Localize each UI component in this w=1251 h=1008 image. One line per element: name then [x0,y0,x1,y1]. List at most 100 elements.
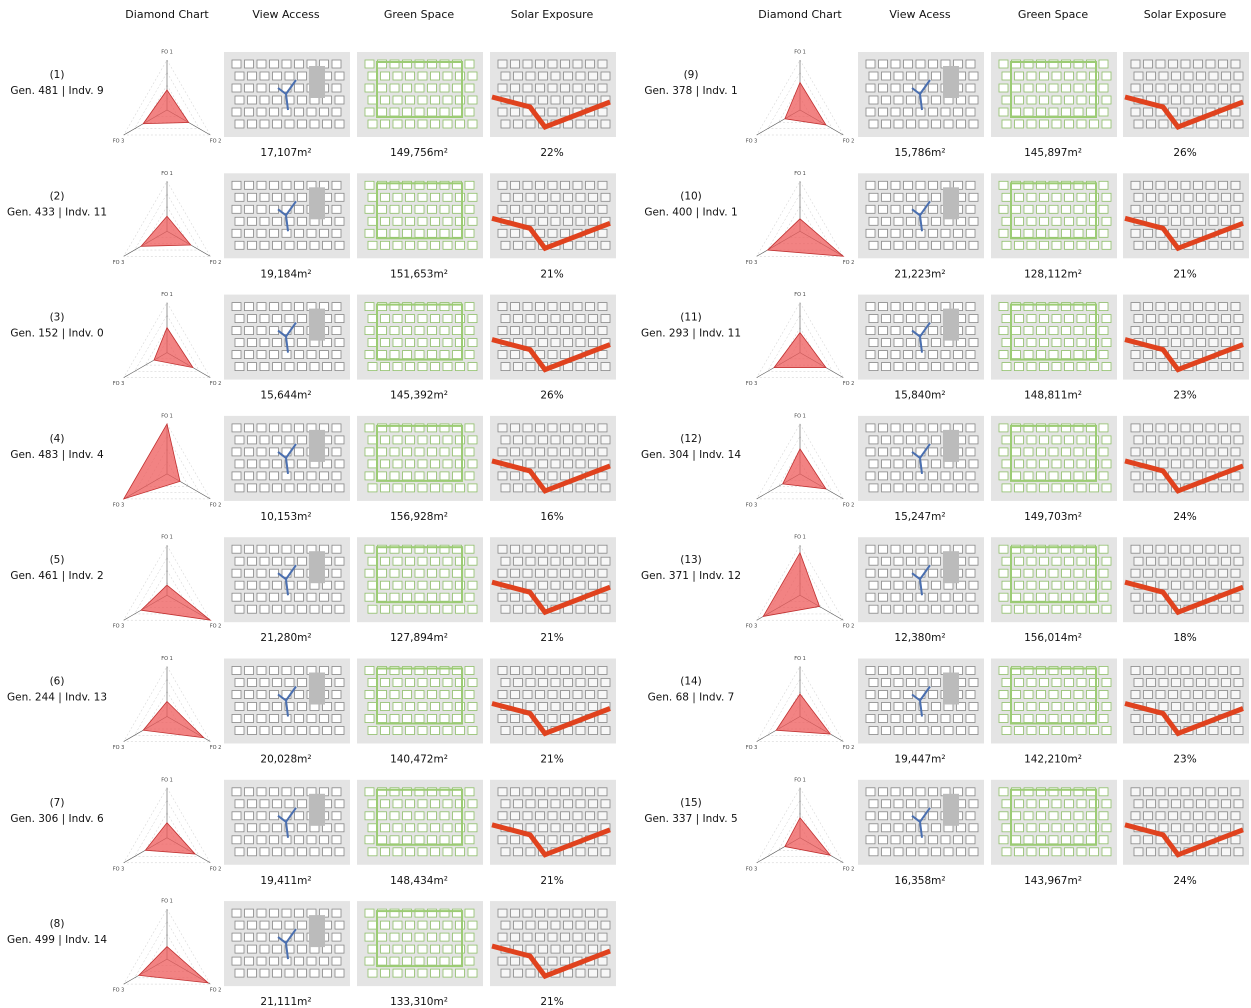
block [389,107,400,117]
block [392,847,403,857]
block [231,350,242,360]
view-lines [277,564,297,596]
block [1133,314,1144,324]
block [1039,435,1049,445]
block [928,544,938,554]
block [915,714,926,723]
block [231,787,242,797]
block [931,459,941,469]
block [878,228,888,238]
block [294,350,304,360]
block [878,787,888,797]
block [1011,811,1021,821]
block [1171,556,1181,566]
block [1205,326,1216,336]
block [467,216,478,226]
view-lines [911,807,931,838]
block [510,326,520,336]
block [392,95,403,105]
block [965,59,976,69]
block [1218,326,1228,336]
block [427,350,437,360]
block [414,592,425,602]
block [1168,568,1178,578]
block [389,908,400,918]
block [510,302,520,312]
block [281,956,292,966]
block [234,314,245,324]
block [377,107,387,117]
block [405,314,415,324]
block [906,726,916,735]
solar-value: 26% [1173,147,1196,159]
block [442,459,453,469]
block [965,592,976,602]
block [906,216,916,226]
block [510,107,520,117]
view-value: 21,280m² [260,632,311,644]
block [464,107,475,117]
block [467,944,478,954]
block [244,835,254,845]
block [244,690,254,699]
block [294,180,304,190]
block [906,95,916,105]
block [414,835,425,845]
block [1036,107,1046,117]
block [1133,362,1144,372]
block [1014,604,1024,614]
axis-label: FO 2 [210,260,222,266]
green-image [357,658,483,744]
block [1014,119,1024,129]
block [597,447,608,457]
block [968,435,979,445]
solar-edge [491,458,611,494]
block [890,568,901,578]
block [1098,107,1109,117]
block [322,240,332,250]
block [284,799,295,809]
green-value: 145,392m² [390,390,448,402]
block [1155,423,1166,433]
block [1146,435,1156,445]
axis-label: FO 3 [113,624,125,630]
block [1233,678,1244,687]
block [915,666,926,675]
block [903,180,913,190]
block [513,678,523,687]
block [1051,459,1062,469]
block [389,228,400,238]
block [294,932,304,942]
block [510,787,520,797]
block [1171,459,1181,469]
block [868,678,879,687]
block [272,847,282,857]
block [405,362,415,372]
block [1023,568,1034,578]
block [244,811,254,821]
block [1208,726,1219,735]
block [588,920,598,930]
block [1039,823,1049,833]
block [247,556,257,566]
block [510,592,520,602]
block [1168,544,1178,554]
green-edge [376,424,463,482]
tower [309,915,325,948]
block [881,435,891,445]
block [1051,119,1062,129]
block [1193,835,1203,845]
block [600,71,611,81]
block [244,204,254,214]
block [585,204,595,214]
block [1168,204,1178,214]
tower [943,551,959,584]
block [1196,459,1206,469]
block [414,326,425,336]
block [247,71,257,81]
block [234,604,245,614]
block [956,823,966,833]
block [1101,240,1112,250]
block [256,835,267,845]
block [1098,787,1109,797]
